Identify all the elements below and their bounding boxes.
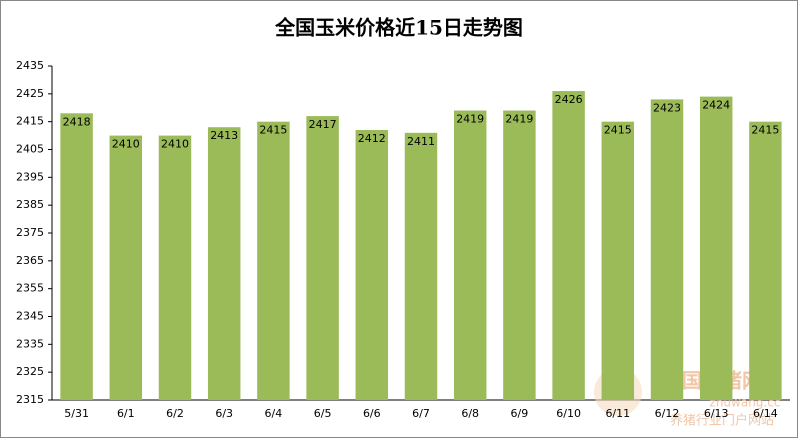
- y-tick-label: 2365: [16, 254, 44, 267]
- y-tick-label: 2315: [16, 393, 44, 406]
- bar: [453, 110, 487, 401]
- data-label: 2424: [702, 99, 730, 112]
- y-tick-label: 2425: [16, 87, 44, 100]
- x-tick-label: 6/9: [511, 407, 529, 420]
- x-tick-label: 6/7: [412, 407, 430, 420]
- y-tick-label: 2405: [16, 143, 44, 156]
- data-label: 2426: [555, 93, 583, 106]
- data-label: 2413: [210, 129, 238, 142]
- data-label: 2417: [309, 118, 337, 131]
- bar: [257, 121, 290, 401]
- x-tick-label: 5/31: [64, 407, 89, 420]
- bar: [650, 99, 684, 401]
- y-tick-label: 2325: [16, 365, 44, 378]
- bar: [503, 110, 536, 401]
- watermark: 养猪行业门户网站: [670, 413, 774, 429]
- x-tick-label: 6/10: [556, 407, 581, 420]
- data-label: 2419: [456, 113, 484, 126]
- x-tick-label: 6/13: [704, 407, 729, 420]
- y-tick-label: 2385: [16, 198, 44, 211]
- x-tick-label: 6/14: [753, 407, 778, 420]
- y-tick-label: 2335: [16, 337, 44, 350]
- y-tick-label: 2415: [16, 115, 44, 128]
- y-tick-label: 2435: [16, 59, 44, 72]
- x-tick-label: 6/8: [461, 407, 479, 420]
- x-tick-label: 6/11: [605, 407, 630, 420]
- bar: [355, 130, 389, 400]
- y-tick-label: 2355: [16, 282, 44, 295]
- bar: [749, 121, 782, 401]
- x-tick-label: 6/1: [117, 407, 135, 420]
- bar: [207, 127, 241, 400]
- chart-title: 全国玉米价格近15日走势图: [274, 16, 523, 40]
- x-tick-label: 6/4: [265, 407, 283, 420]
- x-tick-label: 6/3: [215, 407, 233, 420]
- data-label: 2412: [358, 132, 386, 145]
- x-tick-label: 6/12: [655, 407, 680, 420]
- x-tick-label: 6/2: [166, 407, 184, 420]
- data-label: 2411: [407, 135, 435, 148]
- data-label: 2415: [751, 124, 779, 137]
- bar: [552, 91, 585, 401]
- y-tick-label: 2375: [16, 226, 44, 239]
- bar: [601, 121, 635, 401]
- data-label: 2410: [161, 138, 189, 151]
- data-label: 2423: [653, 101, 681, 114]
- y-tick-label: 2345: [16, 310, 44, 323]
- y-tick-label: 2395: [16, 170, 44, 183]
- bar: [306, 116, 339, 400]
- x-tick-label: 6/5: [314, 407, 332, 420]
- data-label: 2415: [259, 124, 287, 137]
- bar: [158, 135, 192, 401]
- bar: [60, 113, 93, 401]
- data-label: 2419: [505, 113, 533, 126]
- data-label: 2415: [604, 124, 632, 137]
- bar: [404, 132, 438, 401]
- bar: [699, 96, 733, 400]
- data-label: 2410: [112, 138, 140, 151]
- data-label: 2418: [63, 115, 91, 128]
- x-tick-label: 6/6: [363, 407, 381, 420]
- bar: [109, 135, 143, 401]
